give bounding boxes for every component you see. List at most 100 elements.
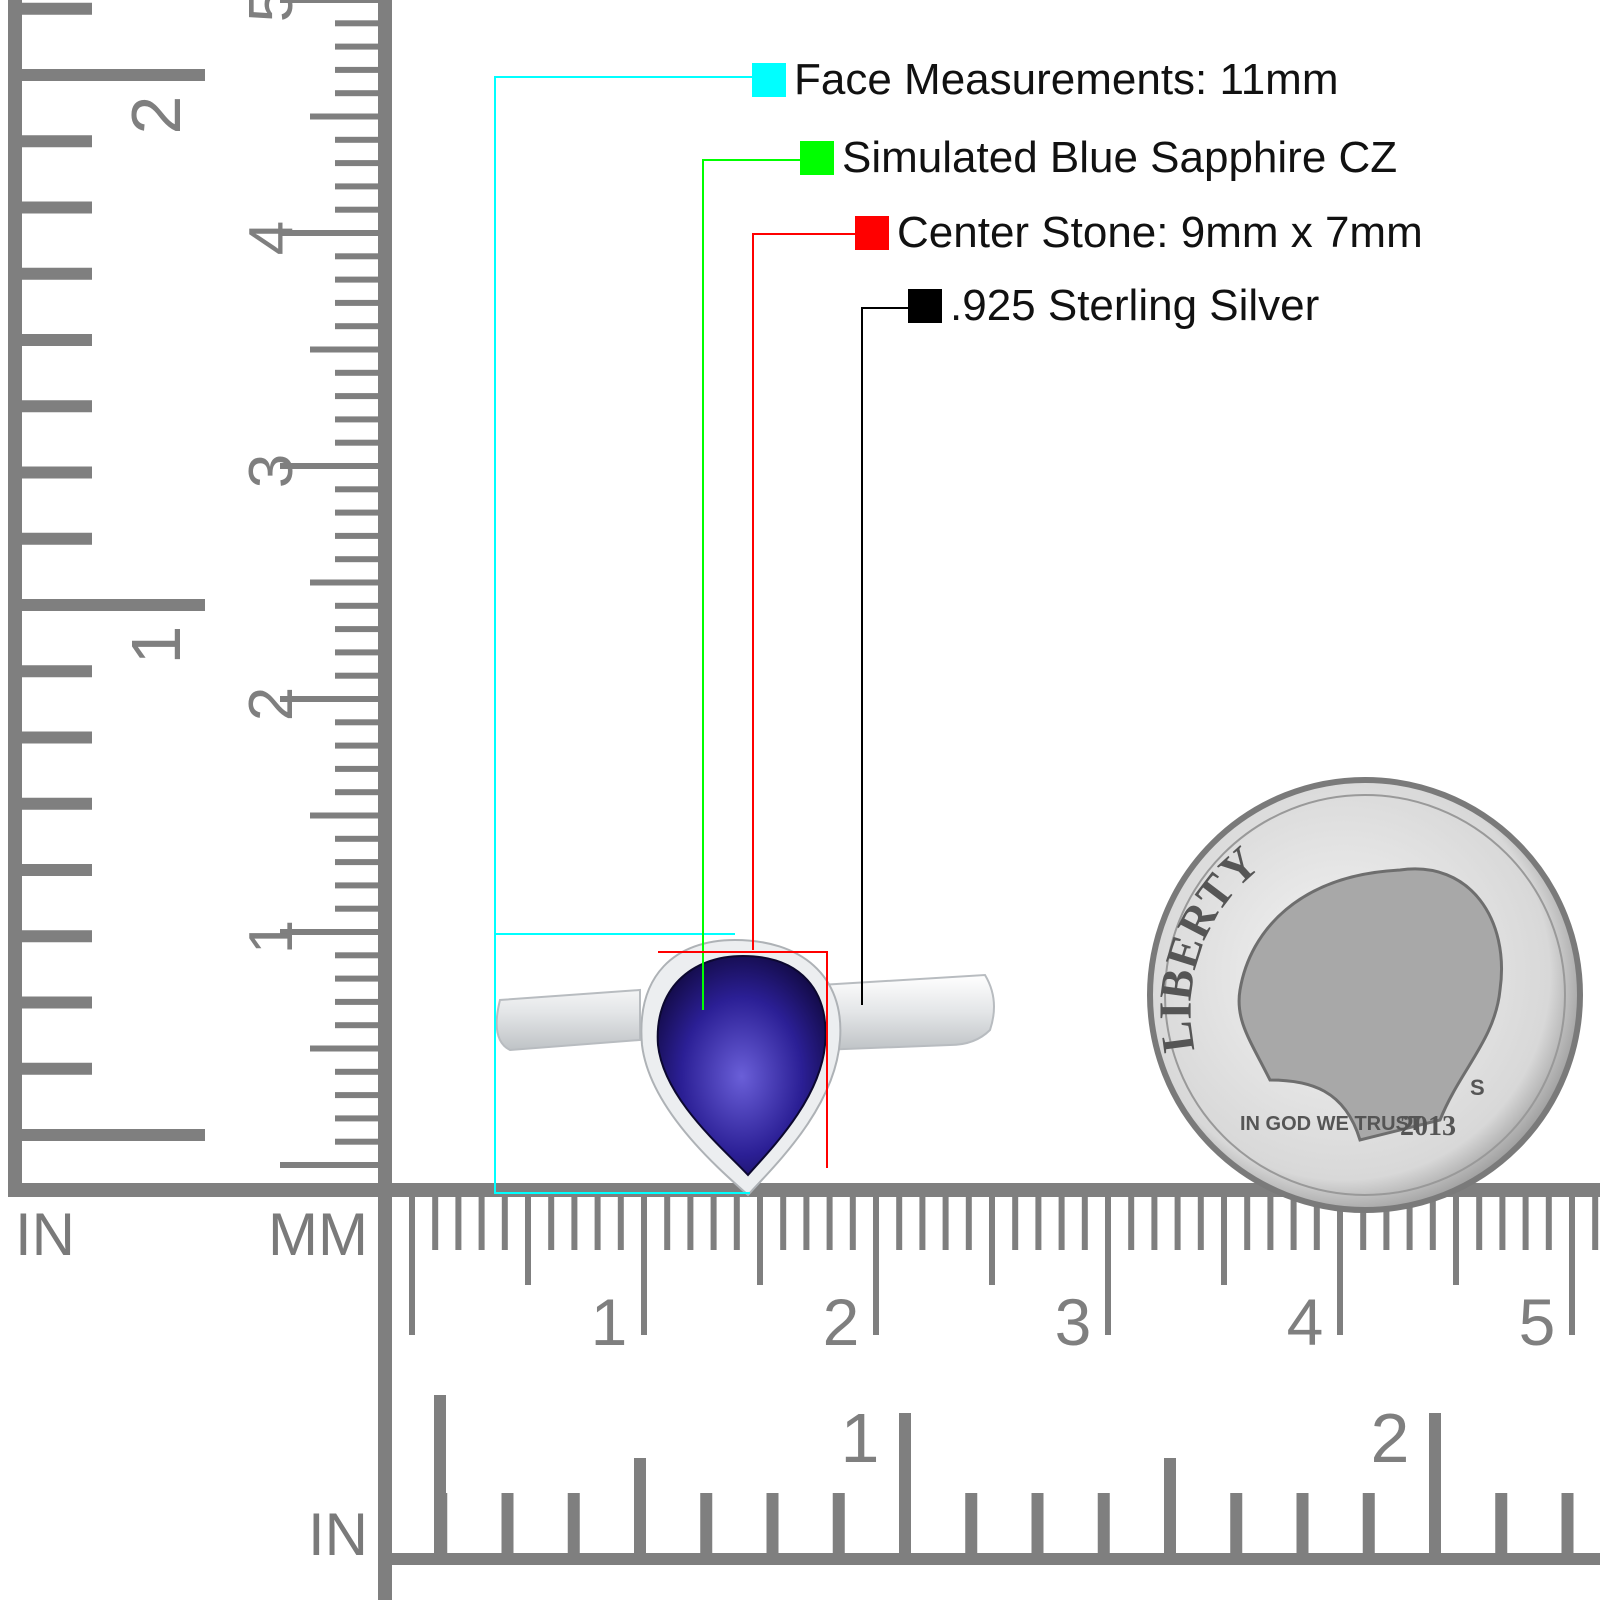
mm-tick [1105,1195,1111,1335]
ruler-edge [8,1183,1600,1197]
face-measurement-line [494,76,752,1194]
ruler-edge [378,1183,392,1600]
inch-tick [20,599,205,611]
mm-tick [335,765,380,772]
mm-tick [335,1068,380,1075]
mm-tick [335,882,380,889]
mm-tick [1406,1195,1413,1250]
inch-tick [20,864,92,876]
mm-tick [664,1195,671,1250]
mm-tick [335,649,380,656]
mm-tick [1012,1195,1019,1250]
swatch-green [800,141,834,175]
coin-year: 2013 [1400,1111,1456,1142]
ruler-inch-label: 1 [117,626,195,665]
stone-type-line [702,159,800,1010]
mm-tick [432,1195,439,1250]
inch-tick [20,135,92,148]
inch-tick [20,1062,92,1075]
mm-tick [335,43,380,50]
inch-unit-label-bottom: IN [308,1501,368,1568]
mm-tick [1151,1195,1158,1250]
mm-tick [1313,1195,1320,1250]
mm-tick [733,1195,740,1250]
legend-label: Center Stone: 9mm x 7mm [897,208,1423,257]
mm-tick [548,1195,555,1250]
mm-tick [310,579,380,586]
mm-tick [409,1195,415,1335]
mm-tick [335,20,380,27]
mm-tick [310,812,380,819]
mm-tick [896,1195,903,1250]
mm-tick [335,1092,380,1099]
mm-tick [335,789,380,796]
mm-tick [335,160,380,167]
ruler-mm-label: 2 [237,687,306,721]
inch-tick [20,400,92,413]
mm-tick [335,416,380,423]
mm-tick [641,1195,647,1335]
inch-tick [1097,1493,1110,1553]
ring-band [495,973,995,1052]
mm-tick [989,1195,995,1285]
mm-tick [455,1195,462,1250]
inch-tick [20,731,92,744]
legend-face-measurements: Face Measurements: 11mm [752,55,1338,105]
mm-tick [571,1195,578,1250]
mm-tick [335,672,380,679]
inch-tick [20,1129,205,1141]
mm-tick [942,1195,949,1250]
mm-tick [1128,1195,1135,1250]
inch-tick [20,334,92,346]
mm-tick [1244,1195,1251,1250]
mm-tick [1035,1195,1042,1250]
mm-tick [335,1138,380,1145]
ruler-mm-label: 4 [1287,1285,1324,1359]
ruler-mm-label: 2 [823,1285,860,1359]
coin-mint-mark: S [1470,1075,1485,1100]
mm-tick [1453,1195,1459,1285]
inch-tick [20,69,205,81]
inch-tick [1164,1458,1176,1553]
ruler-edge [378,0,392,1195]
mm-tick [335,859,380,866]
inch-tick [501,1493,514,1553]
inch-tick [700,1493,713,1553]
center-stone-line [752,233,855,950]
mm-tick [280,463,380,469]
mm-tick [335,136,380,143]
ruler-edge [8,0,22,1195]
mm-tick [1197,1195,1204,1250]
mm-tick [335,556,380,563]
mm-tick [1476,1195,1483,1250]
inch-tick [20,532,92,545]
mm-tick [335,206,380,213]
inch-tick [20,2,92,15]
mm-tick [1267,1195,1274,1250]
mm-tick [617,1195,624,1250]
callout-lines [494,76,908,1194]
mm-tick [1429,1195,1436,1250]
inch-tick [567,1493,580,1553]
mm-tick [849,1195,856,1250]
inch-tick [1296,1493,1309,1553]
mm-tick [335,253,380,260]
mm-tick [335,952,380,959]
mm-tick [780,1195,787,1250]
inch-tick [1495,1493,1508,1553]
ruler-mm-label: 5 [1519,1285,1556,1359]
mm-tick [1058,1195,1065,1250]
mm-tick [335,602,380,609]
mm-tick [1081,1195,1088,1250]
mm-tick [1174,1195,1181,1250]
inch-tick [434,1395,446,1555]
mm-tick [335,439,380,446]
inch-tick [1031,1493,1044,1553]
ruler-mm-label: 5 [237,0,306,22]
mm-tick [335,393,380,400]
ruler-mm-label: 3 [1055,1285,1092,1359]
mm-tick [335,509,380,516]
mm-tick [478,1195,485,1250]
